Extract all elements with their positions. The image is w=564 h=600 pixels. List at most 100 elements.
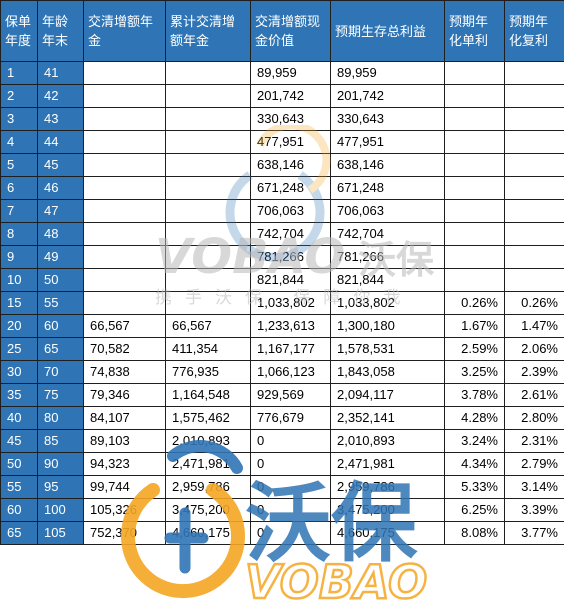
cell-cumulative-increment (165, 153, 251, 177)
cell-annual-increment (83, 268, 166, 292)
header-annual-increment: 交清增额年金 (83, 0, 166, 62)
cell-compound-rate (504, 176, 564, 200)
table-row: 10 50 821,844 821,844 (0, 268, 564, 292)
cell-compound-rate (504, 130, 564, 154)
cell-total-benefit: 2,352,141 (330, 406, 445, 430)
cell-simple-rate (444, 222, 505, 246)
cell-annual-increment (83, 153, 166, 177)
cell-total-benefit: 330,643 (330, 107, 445, 131)
cell-simple-rate: 4.34% (444, 452, 505, 476)
table-body: 1 41 89,959 89,959 2 42 201,742 201,742 3 43 330,6… (0, 61, 564, 545)
cell-age: 60 (37, 314, 84, 338)
cell-policy-year: 10 (0, 268, 38, 292)
cell-cash-value: 201,742 (250, 84, 331, 108)
cell-cash-value: 929,569 (250, 383, 331, 407)
cell-cumulative-increment (165, 107, 251, 131)
cell-cumulative-increment: 1,164,548 (165, 383, 251, 407)
cell-policy-year: 6 (0, 176, 38, 200)
cell-total-benefit: 2,094,117 (330, 383, 445, 407)
cell-simple-rate (444, 153, 505, 177)
table-row: 30 70 74,838 776,935 1,066,123 1,843,058 3.25%… (0, 360, 564, 384)
cell-age: 65 (37, 337, 84, 361)
table-row: 60 100 105,326 3,475,200 0 3,475,200 6.25% 3.39… (0, 498, 564, 522)
cell-simple-rate: 8.08% (444, 521, 505, 545)
cell-cash-value: 1,167,177 (250, 337, 331, 361)
table-row: 2 42 201,742 201,742 (0, 84, 564, 108)
cell-cash-value: 0 (250, 498, 331, 522)
table-row: 15 55 1,033,802 1,033,802 0.26% 0.26% (0, 291, 564, 315)
cell-annual-increment (83, 245, 166, 269)
cell-age: 43 (37, 107, 84, 131)
table-row: 1 41 89,959 89,959 (0, 61, 564, 85)
cell-compound-rate (504, 107, 564, 131)
table-row: 4 44 477,951 477,951 (0, 130, 564, 154)
cell-age: 105 (37, 521, 84, 545)
cell-policy-year: 5 (0, 153, 38, 177)
table-row: 20 60 66,567 66,567 1,233,613 1,300,180 1.67% 1… (0, 314, 564, 338)
cell-cash-value: 671,248 (250, 176, 331, 200)
cell-policy-year: 40 (0, 406, 38, 430)
cell-compound-rate: 2.31% (504, 429, 564, 453)
cell-total-benefit: 201,742 (330, 84, 445, 108)
cell-simple-rate: 4.28% (444, 406, 505, 430)
cell-simple-rate: 2.59% (444, 337, 505, 361)
cell-cumulative-increment: 2,010,893 (165, 429, 251, 453)
cell-policy-year: 7 (0, 199, 38, 223)
header-cumulative-increment: 累计交清增额年金 (165, 0, 251, 62)
cell-age: 55 (37, 291, 84, 315)
cell-annual-increment (83, 84, 166, 108)
cell-simple-rate (444, 61, 505, 85)
cell-annual-increment: 84,107 (83, 406, 166, 430)
cell-policy-year: 55 (0, 475, 38, 499)
cell-policy-year: 60 (0, 498, 38, 522)
cell-cash-value: 1,066,123 (250, 360, 331, 384)
cell-age: 49 (37, 245, 84, 269)
cell-age: 80 (37, 406, 84, 430)
cell-cash-value: 638,146 (250, 153, 331, 177)
header-total-benefit: 预期生存总利益 (330, 0, 445, 62)
cell-age: 50 (37, 268, 84, 292)
cell-annual-increment (83, 61, 166, 85)
cell-compound-rate: 2.39% (504, 360, 564, 384)
cell-cumulative-increment (165, 199, 251, 223)
cell-annual-increment (83, 291, 166, 315)
cell-age: 90 (37, 452, 84, 476)
cell-total-benefit: 477,951 (330, 130, 445, 154)
cell-total-benefit: 821,844 (330, 268, 445, 292)
cell-simple-rate (444, 176, 505, 200)
table-row: 55 95 99,744 2,959,786 0 2,959,786 5.33% 3.14% (0, 475, 564, 499)
cell-age: 45 (37, 153, 84, 177)
cell-compound-rate: 2.80% (504, 406, 564, 430)
cell-cash-value: 776,679 (250, 406, 331, 430)
cell-simple-rate: 5.33% (444, 475, 505, 499)
table-row: 9 49 781,266 781,266 (0, 245, 564, 269)
cell-annual-increment (83, 222, 166, 246)
cell-age: 75 (37, 383, 84, 407)
cell-compound-rate: 1.47% (504, 314, 564, 338)
cell-cumulative-increment: 66,567 (165, 314, 251, 338)
cell-total-benefit: 1,843,058 (330, 360, 445, 384)
cell-age: 48 (37, 222, 84, 246)
cell-policy-year: 15 (0, 291, 38, 315)
table-row: 50 90 94,323 2,471,981 0 2,471,981 4.34% 2.79% (0, 452, 564, 476)
cell-simple-rate: 1.67% (444, 314, 505, 338)
cell-policy-year: 2 (0, 84, 38, 108)
cell-cumulative-increment (165, 176, 251, 200)
cell-total-benefit: 638,146 (330, 153, 445, 177)
cell-cumulative-increment (165, 222, 251, 246)
benefit-table: 保单年度 年龄年末 交清增额年金 累计交清增额年金 交清增额现金价值 预期生存总… (0, 0, 564, 545)
cell-cumulative-increment: 411,354 (165, 337, 251, 361)
cell-simple-rate (444, 84, 505, 108)
cell-cash-value: 1,233,613 (250, 314, 331, 338)
header-simple-rate: 预期年化单利 (444, 0, 505, 62)
cell-total-benefit: 1,033,802 (330, 291, 445, 315)
cell-cash-value: 706,063 (250, 199, 331, 223)
cell-cumulative-increment: 4,660,175 (165, 521, 251, 545)
cell-policy-year: 30 (0, 360, 38, 384)
cell-annual-increment: 94,323 (83, 452, 166, 476)
cell-age: 85 (37, 429, 84, 453)
cell-cash-value: 0 (250, 521, 331, 545)
cell-cash-value: 742,704 (250, 222, 331, 246)
cell-cash-value: 0 (250, 452, 331, 476)
header-compound-rate: 预期年化复利 (504, 0, 564, 62)
